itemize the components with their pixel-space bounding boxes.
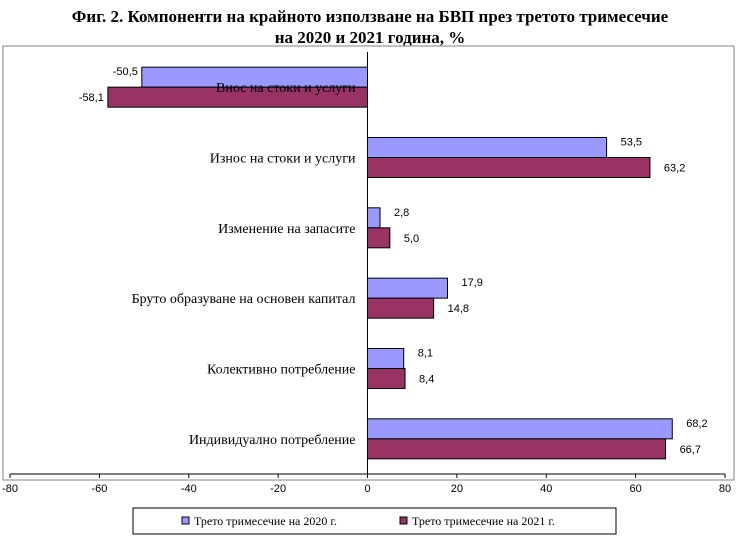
category-label-3: Бруто образуване на основен капитал [132, 292, 356, 307]
x-tick-label-1: -60 [91, 483, 107, 495]
legend-label-2021: Трето тримесечие на 2021 г. [412, 514, 555, 528]
x-tick-label-0: -80 [2, 483, 18, 495]
chart-title: Фиг. 2. Компоненти на крайното използван… [0, 6, 740, 48]
bar-2021-4 [367, 368, 406, 389]
legend-label-2020: Трето тримесечие на 2020 г. [194, 514, 337, 528]
category-label-1: Износ на стоки и услуги [210, 152, 356, 167]
x-tick-label-2: -40 [181, 483, 197, 495]
data-label-2020-3: 17,9 [461, 277, 482, 289]
x-tick-label-3: -20 [270, 483, 286, 495]
data-label-2020-5: 68,2 [686, 418, 707, 430]
bar-2020-2 [367, 207, 381, 229]
data-label-2021-2: 5,0 [404, 233, 419, 245]
x-tick-label-7: 60 [630, 483, 642, 495]
bar-2021-1 [367, 157, 651, 178]
bar-2020-5 [367, 418, 673, 440]
category-label-5: Индивидуално потребление [189, 433, 356, 448]
category-label-0: Внос на стоки и услуги [216, 81, 356, 96]
data-label-2021-5: 66,7 [680, 444, 701, 456]
legend-box [132, 507, 617, 535]
data-label-2020-1: 53,5 [621, 137, 642, 149]
legend-swatch-2020 [181, 516, 190, 525]
data-label-2020-4: 8,1 [418, 348, 433, 360]
category-label-2: Изменение на запасите [218, 222, 355, 237]
bar-2020-1 [367, 137, 608, 158]
x-tick-label-6: 40 [540, 483, 552, 495]
bar-2021-5 [367, 438, 667, 460]
category-label-4: Колективно потребление [207, 363, 355, 378]
data-label-2021-4: 8,4 [419, 374, 434, 386]
x-tick-label-5: 20 [451, 483, 463, 495]
bar-2020-3 [367, 277, 448, 299]
data-label-2021-3: 14,8 [448, 303, 469, 315]
legend-swatch-2021 [399, 516, 408, 525]
chart-title-line-2: на 2020 и 2021 година, % [274, 28, 466, 47]
chart-title-line-1: Фиг. 2. Компоненти на крайното използван… [71, 7, 669, 26]
bar-2020-4 [367, 348, 405, 369]
plot-area-border [2, 45, 735, 481]
data-label-2020-0: -50,5 [113, 66, 138, 78]
x-tick-label-8: 80 [719, 483, 731, 495]
x-tick-label-4: 0 [364, 483, 370, 495]
data-label-2021-0: -58,1 [79, 92, 104, 104]
data-label-2021-1: 63,2 [664, 163, 685, 175]
data-label-2020-2: 2,8 [394, 207, 409, 219]
bar-2021-3 [367, 297, 435, 319]
bar-2021-2 [367, 227, 391, 249]
